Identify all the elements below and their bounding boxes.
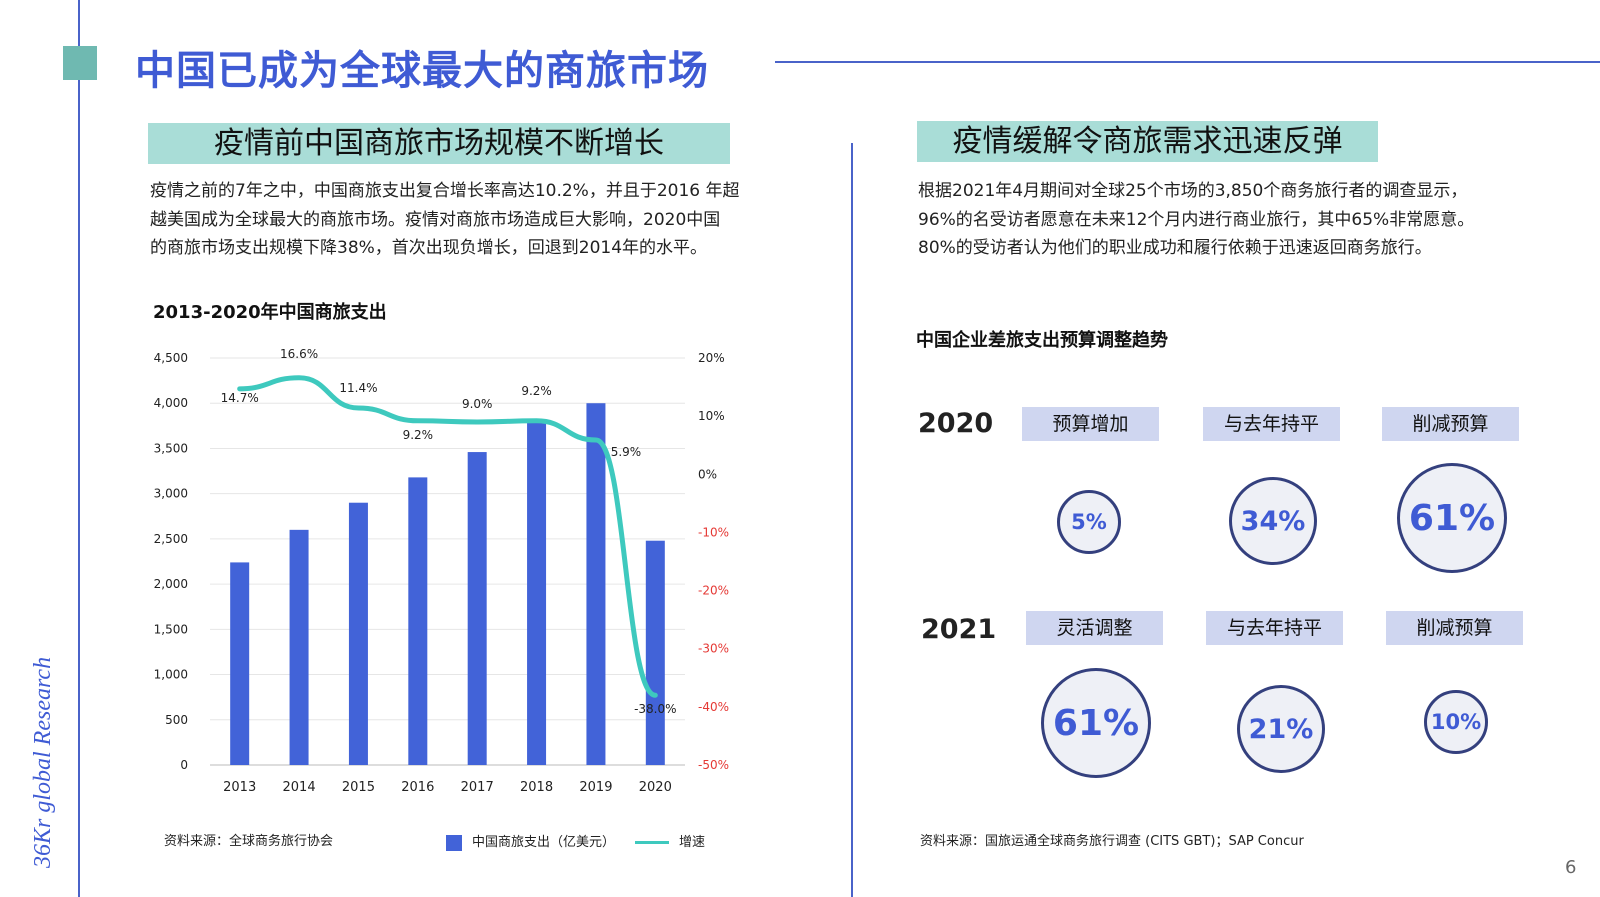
badge-2020-flat: 与去年持平 (1203, 407, 1340, 441)
left-frame-line (78, 0, 80, 897)
x-tick-label: 2016 (401, 780, 434, 795)
y-right-tick-label: 20% (698, 351, 725, 365)
legend-line-label: 增速 (679, 835, 706, 850)
x-tick-label: 2019 (579, 780, 612, 795)
left-body-line: 的商旅市场支出规模下降38%，首次出现负增长，回退到2014年的水平。 (150, 238, 708, 258)
right-source-note: 资料来源：国旅运通全球商务旅行调查 (CITS GBT)；SAP Concur (920, 834, 1304, 849)
badge-2020-cut: 削减预算 (1382, 407, 1519, 441)
legend-bar-label: 中国商旅支出（亿美元） (472, 835, 616, 850)
line-data-label: 5.9% (611, 445, 642, 459)
left-body-text: 疫情之前的7年之中，中国商旅支出复合增长率高达10.2%，并且于2016 年超 … (150, 177, 790, 263)
badge-2021-flat: 与去年持平 (1206, 611, 1343, 645)
right-body-line: 根据2021年4月期间对全球25个市场的3,850个商务旅行者的调查显示， (918, 181, 1468, 201)
x-tick-label: 2015 (342, 780, 375, 795)
right-body-line: 80%的受访者认为他们的职业成功和履行依赖于迅速返回商务旅行。 (918, 238, 1432, 258)
chart-legend: 中国商旅支出（亿美元） 增速 (446, 831, 705, 851)
title-square-icon (63, 46, 97, 80)
right-section-heading: 疫情缓解令商旅需求迅速反弹 (917, 121, 1378, 162)
year-label-2021: 2021 (921, 614, 997, 645)
growth-rate-line (237, 375, 658, 698)
badge-2021-cut: 削减预算 (1386, 611, 1523, 645)
y-right-tick-label: -10% (698, 525, 729, 539)
spending-chart: 0 500 1,000 1,500 2,000 2,500 3,000 3,500 4,000 4… (154, 347, 729, 795)
y-right-tick-label: -20% (698, 584, 729, 598)
x-tick-label: 2020 (639, 780, 672, 795)
page-title: 中国已成为全球最大的商旅市场 (135, 48, 709, 94)
left-body-line: 越美国成为全球最大的商旅市场。疫情对商旅市场造成巨大影响，2020中国 (150, 209, 721, 230)
line-data-label: 9.2% (403, 428, 434, 442)
left-source-note: 资料来源：全球商务旅行协会 (164, 834, 334, 849)
bar-2013 (230, 562, 250, 765)
budget-title: 中国企业差旅支出预算调整趋势 (916, 330, 1168, 351)
brand-logo: 36Kr global Research (30, 657, 56, 869)
circle-2020-increase: 5% (1057, 490, 1121, 554)
line-data-label: 16.6% (280, 347, 318, 361)
page-number: 6 (1565, 857, 1577, 878)
line-data-label: 14.7% (221, 391, 259, 405)
right-body-line: 96%的名受访者愿意在未来12个月内进行商业旅行，其中65%非常愿意。 (918, 209, 1475, 230)
left-body-line: 疫情之前的7年之中，中国商旅支出复合增长率高达10.2%，并且于2016 年超 (150, 181, 740, 201)
y-right-tick-label: 10% (698, 409, 725, 423)
y-left-tick-label: 4,500 (154, 351, 188, 365)
right-body-text: 根据2021年4月期间对全球25个市场的3,850个商务旅行者的调查显示， 96… (918, 177, 1558, 263)
line-data-label: 11.4% (339, 381, 377, 395)
circle-2020-cut: 61% (1397, 463, 1507, 573)
circle-2021-flexible: 61% (1041, 668, 1151, 778)
bar-2016 (408, 477, 428, 765)
x-tick-label: 2017 (461, 780, 494, 795)
center-divider (851, 143, 853, 897)
left-section-heading: 疫情前中国商旅市场规模不断增长 (148, 123, 730, 164)
y-right-tick-label: -50% (698, 758, 729, 772)
badge-2020-increase: 预算增加 (1022, 407, 1159, 441)
badge-2021-flexible: 灵活调整 (1026, 611, 1163, 645)
y-left-tick-label: 1,500 (154, 622, 188, 636)
circle-2020-flat: 34% (1229, 477, 1317, 565)
year-label-2020: 2020 (918, 408, 994, 439)
bar-2019 (586, 403, 606, 765)
y-left-tick-label: 2,500 (154, 532, 188, 546)
y-left-tick-label: 3,500 (154, 441, 188, 455)
y-right-tick-label: 0% (698, 467, 717, 481)
bar-2020 (645, 540, 665, 765)
y-left-tick-label: 4,000 (154, 396, 188, 410)
y-left-tick-label: 2,000 (154, 577, 188, 591)
y-left-tick-label: 0 (180, 758, 188, 772)
y-left-tick-label: 3,000 (154, 487, 188, 501)
legend-bar-swatch (446, 834, 462, 851)
y-right-tick-label: -30% (698, 642, 729, 656)
title-rule (775, 61, 1600, 63)
bar-2015 (348, 502, 368, 765)
x-tick-label: 2018 (520, 780, 553, 795)
chart-title: 2013-2020年中国商旅支出 (153, 302, 387, 323)
line-data-label: -38.0% (634, 702, 676, 716)
bar-2017 (467, 452, 487, 765)
y-left-tick-label: 500 (165, 713, 188, 727)
circle-2021-cut: 10% (1424, 690, 1488, 754)
line-data-label: 9.2% (521, 384, 552, 398)
bar-2014 (289, 529, 309, 765)
svg-text:36Kr global Research: 36Kr global Research (30, 657, 56, 869)
legend-line-swatch (635, 841, 670, 844)
x-tick-label: 2014 (283, 780, 316, 795)
bar-2018 (527, 421, 547, 765)
line-data-label: 9.0% (462, 397, 493, 411)
circle-2021-flat: 21% (1237, 685, 1325, 773)
y-right-tick-label: -40% (698, 700, 729, 714)
y-left-tick-label: 1,000 (154, 668, 188, 682)
x-tick-label: 2013 (223, 780, 256, 795)
